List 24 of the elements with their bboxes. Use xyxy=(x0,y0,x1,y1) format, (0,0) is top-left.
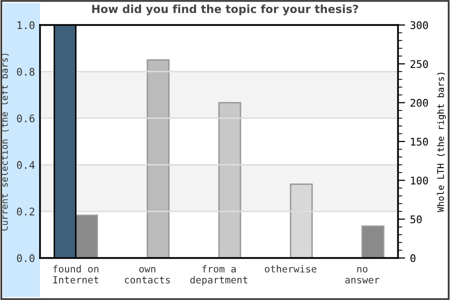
bar xyxy=(218,102,242,258)
y2-tick-label: 0 xyxy=(410,254,416,262)
y2-tick-label: 100 xyxy=(411,176,428,184)
chart-title: How did you find the topic for your thesis? xyxy=(92,4,358,16)
y-tick-label: 0.6 xyxy=(17,114,34,122)
x-tick-label: no answer xyxy=(345,266,380,284)
y2-tick-label: 300 xyxy=(410,21,428,30)
y2-tick-label: 150 xyxy=(411,138,428,146)
bar xyxy=(146,59,170,258)
y-tick-label: 0.8 xyxy=(17,68,34,76)
bar xyxy=(75,214,98,258)
x-tick-label: found on Internet xyxy=(53,264,98,284)
y-tick-label: 0.4 xyxy=(17,161,35,169)
x-tick-label: otherwise xyxy=(264,264,316,273)
y2-tick-label: 200 xyxy=(410,98,428,107)
y-tick-label: 1.0 xyxy=(18,21,34,30)
y-tick-label: 0.2 xyxy=(17,208,34,216)
y2-tick-label: 250 xyxy=(410,60,428,68)
x-tick-label: own contacts xyxy=(124,266,170,284)
y2-axis-title: Whole LTH (the right bars) xyxy=(436,72,446,212)
y-tick-label: 0.0 xyxy=(17,254,34,262)
y2-tick-label: 50 xyxy=(410,215,422,224)
x-tick-label: from a department xyxy=(190,264,248,286)
bar xyxy=(362,225,384,258)
